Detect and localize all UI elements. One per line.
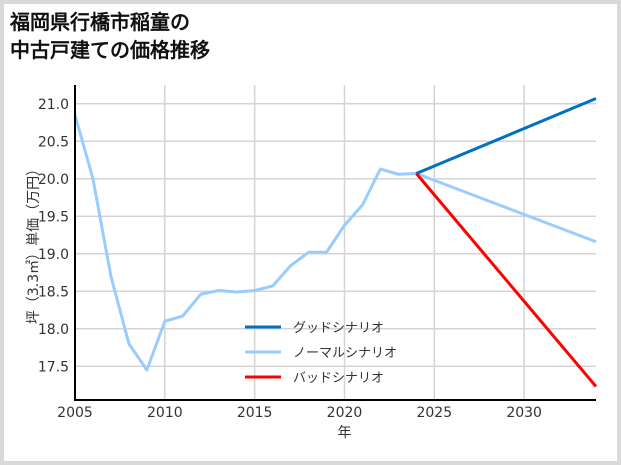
y-tick-label: 19.0 bbox=[38, 247, 69, 263]
x-axis-label: 年 bbox=[337, 425, 351, 441]
series-line bbox=[415, 97, 597, 175]
title-line-1: 福岡県行橋市稲童の bbox=[10, 10, 190, 34]
y-tick-label: 17.5 bbox=[38, 359, 69, 375]
x-tick-label: 2020 bbox=[327, 405, 363, 421]
title-line-2: 中古戸建ての価格推移 bbox=[10, 38, 210, 62]
x-tick-label: 2010 bbox=[147, 405, 183, 421]
y-tick-label: 18.0 bbox=[38, 322, 69, 338]
grid-lines bbox=[74, 85, 596, 400]
legend-label: ノーマルシナリオ bbox=[293, 346, 397, 361]
x-tick-label: 2015 bbox=[237, 405, 273, 421]
legend-label: バッドシナリオ bbox=[293, 371, 384, 386]
x-tick-label: 2030 bbox=[506, 405, 542, 421]
axes: 17.5 18.0 18.5 19.0 19.5 20.0 20.5 21.0 2005 2010… bbox=[26, 85, 596, 441]
y-axis-label: 坪（3.3㎡）単価（万円） bbox=[26, 162, 42, 324]
legend-label: グッドシナリオ bbox=[293, 321, 384, 336]
series-line bbox=[415, 172, 598, 388]
y-tick-label: 18.5 bbox=[38, 284, 69, 300]
y-tick-label: 21.0 bbox=[38, 97, 69, 113]
x-tick-label: 2025 bbox=[416, 405, 452, 421]
y-tick-label: 20.5 bbox=[38, 134, 69, 150]
x-tick-label: 2005 bbox=[57, 405, 93, 421]
y-tick-label: 19.5 bbox=[38, 209, 69, 225]
series-line bbox=[73, 114, 597, 372]
chart-title: 福岡県行橋市稲童の 中古戸建ての価格推移 bbox=[10, 8, 210, 64]
series-lines bbox=[73, 97, 598, 388]
y-tick-label: 20.0 bbox=[38, 172, 69, 188]
